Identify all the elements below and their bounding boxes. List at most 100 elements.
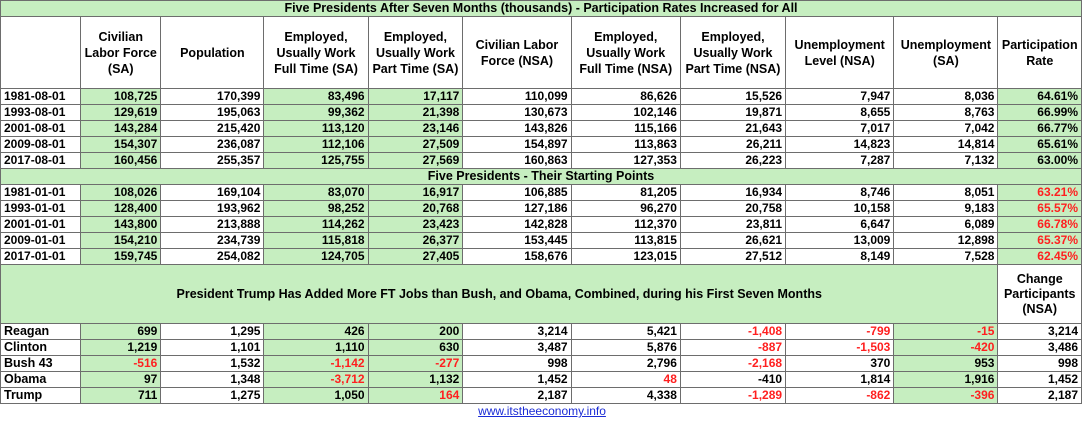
- table-cell[interactable]: 21,643: [679, 120, 787, 137]
- table-cell[interactable]: 112,106: [263, 136, 369, 153]
- table-cell[interactable]: 16,917: [367, 184, 464, 201]
- table-cell[interactable]: 15,526: [679, 88, 787, 105]
- table-cell[interactable]: 129,619: [80, 104, 162, 121]
- table-cell[interactable]: 8,051: [893, 184, 999, 201]
- president-name[interactable]: Obama: [0, 371, 82, 388]
- table-cell[interactable]: 3,487: [462, 339, 572, 356]
- table-cell[interactable]: -1,408: [679, 323, 787, 340]
- table-cell[interactable]: 153,445: [462, 232, 572, 249]
- table-cell[interactable]: 62.45%: [997, 248, 1082, 265]
- table-cell[interactable]: 160,456: [80, 152, 162, 169]
- table-cell[interactable]: 5,876: [570, 339, 681, 356]
- table-cell[interactable]: 65.57%: [997, 200, 1082, 217]
- table-cell[interactable]: 3,214: [462, 323, 572, 340]
- president-name[interactable]: Bush 43: [0, 355, 82, 372]
- table-cell[interactable]: 1,132: [367, 371, 464, 388]
- footer-link[interactable]: www.itstheeconomy.info: [478, 404, 606, 418]
- table-cell[interactable]: 1,814: [785, 371, 895, 388]
- table-cell[interactable]: 19,871: [679, 104, 787, 121]
- table-cell[interactable]: 195,063: [160, 104, 265, 121]
- table-cell[interactable]: 6,647: [785, 216, 895, 233]
- table-cell[interactable]: -277: [367, 355, 464, 372]
- table-cell[interactable]: 234,739: [160, 232, 265, 249]
- table-cell[interactable]: 108,725: [80, 88, 162, 105]
- table-cell[interactable]: 110,099: [462, 88, 572, 105]
- table-cell[interactable]: 1,916: [893, 371, 999, 388]
- table-cell[interactable]: 27,569: [367, 152, 464, 169]
- table-cell[interactable]: 99,362: [263, 104, 369, 121]
- table-cell[interactable]: 65.61%: [997, 136, 1082, 153]
- table-cell[interactable]: 5,421: [570, 323, 681, 340]
- table-cell[interactable]: 26,377: [367, 232, 464, 249]
- table-cell[interactable]: 86,626: [570, 88, 681, 105]
- table-cell[interactable]: -2,168: [679, 355, 787, 372]
- table-cell[interactable]: 1,219: [80, 339, 162, 356]
- table-cell[interactable]: 125,755: [263, 152, 369, 169]
- table-cell[interactable]: 98,252: [263, 200, 369, 217]
- table-cell[interactable]: 158,676: [462, 248, 572, 265]
- table-cell[interactable]: 8,036: [893, 88, 999, 105]
- table-cell[interactable]: 1993-08-01: [0, 104, 82, 121]
- president-name[interactable]: Trump: [0, 387, 82, 404]
- table-cell[interactable]: 255,357: [160, 152, 265, 169]
- table-cell[interactable]: 1993-01-01: [0, 200, 82, 217]
- table-cell[interactable]: 711: [80, 387, 162, 404]
- table-cell[interactable]: 143,284: [80, 120, 162, 137]
- table-cell[interactable]: 130,673: [462, 104, 572, 121]
- table-cell[interactable]: 10,158: [785, 200, 895, 217]
- table-cell[interactable]: 96,270: [570, 200, 681, 217]
- table-cell[interactable]: 1,532: [160, 355, 265, 372]
- table-cell[interactable]: 66.78%: [997, 216, 1082, 233]
- table-cell[interactable]: 113,120: [263, 120, 369, 137]
- table-cell[interactable]: 370: [785, 355, 895, 372]
- table-cell[interactable]: 160,863: [462, 152, 572, 169]
- table-cell[interactable]: 17,117: [367, 88, 464, 105]
- table-cell[interactable]: 154,307: [80, 136, 162, 153]
- table-cell[interactable]: -1,289: [679, 387, 787, 404]
- table-cell[interactable]: 124,705: [263, 248, 369, 265]
- table-cell[interactable]: 108,026: [80, 184, 162, 201]
- table-cell[interactable]: 23,423: [367, 216, 464, 233]
- table-cell[interactable]: 123,015: [570, 248, 681, 265]
- table-cell[interactable]: 14,823: [785, 136, 895, 153]
- table-cell[interactable]: 1,110: [263, 339, 369, 356]
- table-cell[interactable]: 699: [80, 323, 162, 340]
- table-cell[interactable]: 2,187: [997, 387, 1082, 404]
- table-cell[interactable]: -1,503: [785, 339, 895, 356]
- table-cell[interactable]: 2017-08-01: [0, 152, 82, 169]
- table-cell[interactable]: 113,815: [570, 232, 681, 249]
- table-cell[interactable]: 7,042: [893, 120, 999, 137]
- table-cell[interactable]: 7,287: [785, 152, 895, 169]
- table-cell[interactable]: 3,486: [997, 339, 1082, 356]
- table-cell[interactable]: 154,897: [462, 136, 572, 153]
- table-cell[interactable]: 1,295: [160, 323, 265, 340]
- table-cell[interactable]: 142,828: [462, 216, 572, 233]
- table-cell[interactable]: 170,399: [160, 88, 265, 105]
- table-cell[interactable]: 215,420: [160, 120, 265, 137]
- table-cell[interactable]: 7,947: [785, 88, 895, 105]
- table-cell[interactable]: 3,214: [997, 323, 1082, 340]
- table-cell[interactable]: 64.61%: [997, 88, 1082, 105]
- table-cell[interactable]: 1,452: [997, 371, 1082, 388]
- table-cell[interactable]: 7,017: [785, 120, 895, 137]
- table-cell[interactable]: 630: [367, 339, 464, 356]
- table-cell[interactable]: 7,528: [893, 248, 999, 265]
- table-cell[interactable]: 127,353: [570, 152, 681, 169]
- table-cell[interactable]: 1,348: [160, 371, 265, 388]
- table-cell[interactable]: 97: [80, 371, 162, 388]
- table-cell[interactable]: 8,763: [893, 104, 999, 121]
- table-cell[interactable]: 164: [367, 387, 464, 404]
- table-cell[interactable]: 143,826: [462, 120, 572, 137]
- table-cell[interactable]: 83,496: [263, 88, 369, 105]
- table-cell[interactable]: 63.21%: [997, 184, 1082, 201]
- table-cell[interactable]: 1981-01-01: [0, 184, 82, 201]
- table-cell[interactable]: 21,398: [367, 104, 464, 121]
- table-cell[interactable]: 2017-01-01: [0, 248, 82, 265]
- table-cell[interactable]: 1,050: [263, 387, 369, 404]
- table-cell[interactable]: 23,811: [679, 216, 787, 233]
- table-cell[interactable]: -3,712: [263, 371, 369, 388]
- table-cell[interactable]: 115,818: [263, 232, 369, 249]
- table-cell[interactable]: 20,768: [367, 200, 464, 217]
- table-cell[interactable]: 953: [893, 355, 999, 372]
- table-cell[interactable]: 254,082: [160, 248, 265, 265]
